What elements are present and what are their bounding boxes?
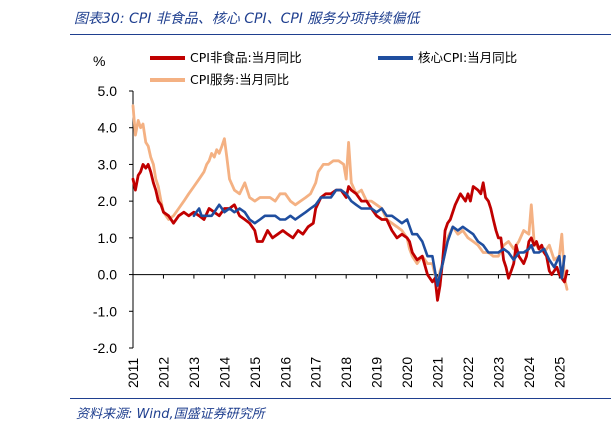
- x-tick-label: 2021: [430, 357, 446, 388]
- y-tick-label: 4.0: [98, 120, 118, 136]
- series-line-core-cpi: [192, 188, 566, 287]
- y-tick-label: -2.0: [93, 340, 117, 356]
- y-tick-label: 1.0: [98, 230, 118, 246]
- x-tick-label: 2018: [338, 357, 354, 388]
- x-tick-label: 2020: [399, 357, 415, 388]
- x-tick-label: 2025: [551, 357, 567, 388]
- x-tick-label: 2011: [125, 358, 141, 388]
- x-tick-label: 2019: [369, 357, 385, 388]
- footer-rule: [70, 398, 611, 399]
- x-tick-label: 2023: [490, 357, 506, 388]
- axes: 5.0 4.0 3.0 2.0 1.0 0.0 -1.0 -2.0 2011 2012 2013 20…: [93, 83, 570, 388]
- x-tick-label: 2012: [155, 357, 171, 388]
- legend: CPI非食品:当月同比 核心CPI:当月同比 CPI服务:当月同比: [150, 50, 517, 87]
- x-tick-label: 2014: [216, 357, 232, 388]
- legend-label-cpi-services: CPI服务:当月同比: [190, 72, 289, 87]
- chart-title: 图表30: CPI 非食品、核心 CPI、CPI 服务分项持续偏低: [74, 11, 420, 27]
- y-axis-unit-label: %: [93, 53, 105, 69]
- series-line-cpi-nonfood: [131, 162, 569, 302]
- y-tick-label: 0.0: [98, 267, 118, 283]
- x-tick-label: 2013: [186, 357, 202, 388]
- y-tick-label: 2.0: [98, 193, 118, 209]
- y-tick-label: 5.0: [98, 83, 118, 99]
- x-tick-label: 2016: [277, 357, 293, 388]
- series-layer: [131, 104, 569, 302]
- header-rule: [70, 34, 611, 35]
- x-tick-label: 2015: [247, 357, 263, 388]
- y-tick-label: -1.0: [93, 303, 117, 319]
- x-tick-label: 2017: [308, 357, 324, 388]
- source-note: 资料来源: Wind,国盛证券研究所: [76, 407, 265, 422]
- y-tick-label: 3.0: [98, 156, 118, 172]
- x-tick-label: 2022: [460, 357, 476, 388]
- x-tick-label: 2024: [521, 357, 537, 388]
- legend-label-cpi-nonfood: CPI非食品:当月同比: [190, 50, 302, 65]
- series-line-cpi-services: [131, 104, 569, 291]
- legend-label-core-cpi: 核心CPI:当月同比: [418, 50, 517, 65]
